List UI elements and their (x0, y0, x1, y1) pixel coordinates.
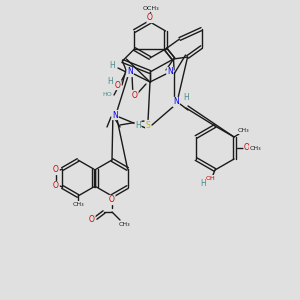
Text: N: N (167, 68, 173, 76)
Text: HO: HO (102, 92, 112, 98)
Text: O: O (109, 196, 115, 205)
Text: H: H (107, 76, 113, 85)
Text: OCH₃: OCH₃ (143, 5, 159, 10)
Text: H: H (200, 179, 206, 188)
Text: O: O (53, 182, 59, 190)
Text: H: H (135, 121, 141, 130)
Text: O: O (115, 80, 121, 89)
Text: CH₃: CH₃ (237, 128, 249, 134)
Text: CH₃: CH₃ (249, 146, 261, 151)
Text: O: O (132, 91, 138, 100)
Text: O: O (147, 14, 153, 22)
Text: H: H (183, 92, 189, 101)
Text: O: O (53, 166, 59, 175)
Text: N: N (127, 68, 133, 76)
Text: N: N (173, 98, 179, 106)
Text: CH₃: CH₃ (72, 202, 84, 206)
Text: H: H (109, 61, 115, 70)
Text: O: O (244, 143, 250, 152)
Text: S: S (146, 121, 150, 130)
Text: CH₃: CH₃ (118, 221, 130, 226)
Text: N: N (112, 110, 118, 119)
Text: O: O (89, 215, 95, 224)
Text: OH: OH (206, 176, 216, 181)
